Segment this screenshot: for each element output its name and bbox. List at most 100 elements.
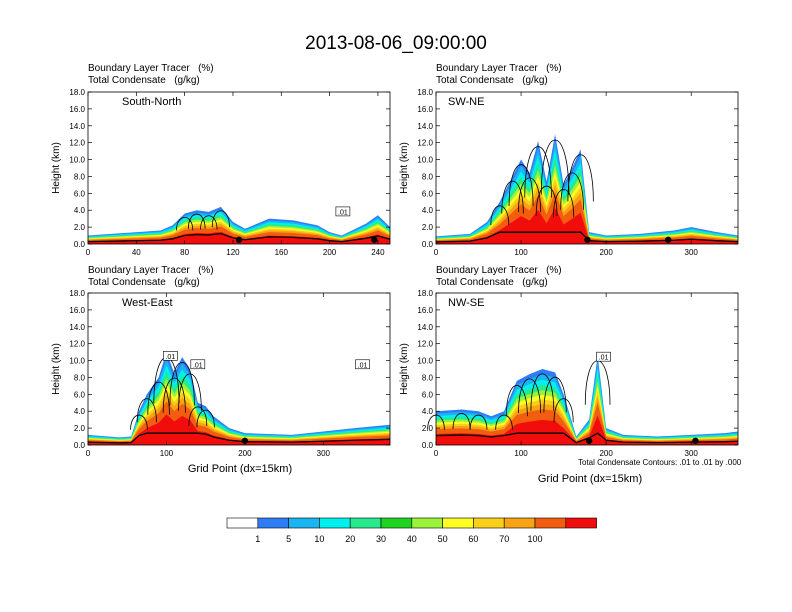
y-tick-label: 2.0 xyxy=(422,223,434,232)
surface-marker xyxy=(584,236,591,243)
y-tick-label: 12.0 xyxy=(417,139,433,148)
subtitle-condensate-unit: (g/kg) xyxy=(174,277,200,288)
y-tick-label: 12.0 xyxy=(69,340,85,349)
x-tick-label: 100 xyxy=(160,449,174,458)
condensate-contour xyxy=(452,413,471,430)
plot-area xyxy=(88,293,390,445)
colorbar-label: 30 xyxy=(376,534,386,544)
y-tick-label: 6.0 xyxy=(422,189,434,198)
contour-label-box xyxy=(190,359,206,370)
terrain-line xyxy=(87,432,391,444)
y-tick-label: 14.0 xyxy=(417,122,433,131)
subtitle-tracer-unit: (%) xyxy=(198,265,214,276)
colorbar-label: 40 xyxy=(407,534,417,544)
subtitle-condensate: Total Condensate xyxy=(436,75,514,86)
x-tick-label: 40 xyxy=(132,248,141,257)
y-tick-label: 4.0 xyxy=(422,206,434,215)
subtitle-condensate-unit: (g/kg) xyxy=(174,75,200,86)
y-tick-label: 18.0 xyxy=(417,88,433,97)
x-tick-label: 300 xyxy=(685,449,699,458)
y-tick-label: 8.0 xyxy=(74,373,86,382)
panel-subtitle-4: Boundary Layer Tracer (%) Total Condensat… xyxy=(436,265,562,289)
condensate-contour xyxy=(495,414,513,430)
colorbar-label: 60 xyxy=(468,534,478,544)
contour-label-box xyxy=(163,351,178,361)
condensate-contour xyxy=(560,172,584,210)
condensate-contour xyxy=(130,414,148,430)
colorbar-label: 70 xyxy=(499,534,509,544)
x-tick-label: 300 xyxy=(317,449,331,458)
contour-note: Total Condensate Contours: .01 to .01 by… xyxy=(578,458,742,467)
surface-marker xyxy=(235,236,243,243)
x-tick-label: 0 xyxy=(434,449,439,458)
surface-marker xyxy=(241,437,249,444)
y-tick-label: 0.0 xyxy=(422,441,434,450)
y-tick-label: 16.0 xyxy=(69,306,85,315)
condensate-contour xyxy=(524,146,552,198)
terrain-line xyxy=(435,432,739,444)
y-tick-label: 10.0 xyxy=(69,357,85,366)
x-tick-label: 100 xyxy=(514,248,528,257)
condensate-contour xyxy=(196,409,215,428)
contour-label: .01 xyxy=(338,209,348,216)
colorbar-swatch xyxy=(319,517,351,529)
x-axis-label-right: Grid Point (dx=15km) xyxy=(537,473,643,485)
condensate-contour xyxy=(169,361,195,406)
condensate-contour xyxy=(211,210,230,228)
panel-nw-se: .01 0.0 2.0 4.0 6.0 8.0 10.0 12.0 14.0 16.0 18.0 0 1… xyxy=(399,289,739,458)
x-tick-label: 200 xyxy=(238,449,252,458)
surface-marker xyxy=(371,236,378,243)
contour-label-box xyxy=(335,206,351,217)
panel-title: South-North xyxy=(122,96,181,108)
condensate-contour xyxy=(540,139,570,195)
y-tick-label: 8.0 xyxy=(74,172,86,181)
colorbar-swatch xyxy=(257,517,289,529)
y-tick-label: 16.0 xyxy=(417,105,433,114)
condensate-contour xyxy=(147,382,170,415)
subtitle-tracer: Boundary Layer Tracer xyxy=(88,265,190,276)
y-axis-label: Height (km) xyxy=(51,142,62,194)
panel-title: West-East xyxy=(122,297,173,309)
panel-title: NW-SE xyxy=(448,297,484,309)
condensate-contour xyxy=(136,398,157,423)
y-tick-label: 2.0 xyxy=(422,424,434,433)
y-tick-label: 14.0 xyxy=(69,122,85,131)
contour-label: .01 xyxy=(165,354,175,361)
contour-label: .01 xyxy=(193,362,203,369)
x-tick-label: 0 xyxy=(86,248,91,257)
y-axis-label: Height (km) xyxy=(399,343,410,395)
colorbar-label: 20 xyxy=(345,534,355,544)
y-tick-label: 18.0 xyxy=(417,289,433,298)
subtitle-condensate-unit: (g/kg) xyxy=(522,277,548,288)
y-tick-label: 16.0 xyxy=(417,306,433,315)
condensate-contour xyxy=(518,177,542,213)
condensate-contour xyxy=(553,188,575,218)
x-tick-label: 200 xyxy=(599,248,613,257)
panel-title: SW-NE xyxy=(448,96,484,108)
subtitle-condensate: Total Condensate xyxy=(436,277,514,288)
panel-south-north: .01 0.0 2.0 4.0 6.0 8.0 10.0 12.0 14.0 16.0 18.0 0 4… xyxy=(51,88,391,257)
page-title: 2013-08-06_09:00:00 xyxy=(305,33,487,54)
x-tick-label: 0 xyxy=(434,248,439,257)
plot-frame xyxy=(435,91,739,245)
y-tick-label: 4.0 xyxy=(74,407,86,416)
tracer-band-10 xyxy=(88,414,390,445)
condensate-contour xyxy=(188,406,208,427)
colorbar-label: 100 xyxy=(527,534,542,544)
colorbar-swatch xyxy=(411,517,443,529)
condensate-contour xyxy=(178,373,202,411)
y-axis-label: Height (km) xyxy=(399,142,410,194)
colorbar-swatch xyxy=(503,517,536,529)
colorbar-swatch xyxy=(473,517,505,529)
colorbar-swatch xyxy=(226,517,259,529)
colorbar-label: 10 xyxy=(314,534,324,544)
condensate-contour xyxy=(530,373,555,411)
subtitle-tracer: Boundary Layer Tracer xyxy=(436,63,538,74)
plot-frame xyxy=(435,292,739,446)
y-axis-label: Height (km) xyxy=(51,343,62,395)
subtitle-tracer-unit: (%) xyxy=(546,63,562,74)
y-tick-label: 4.0 xyxy=(74,206,86,215)
plot-frame xyxy=(87,91,391,245)
plot-area xyxy=(88,92,390,244)
